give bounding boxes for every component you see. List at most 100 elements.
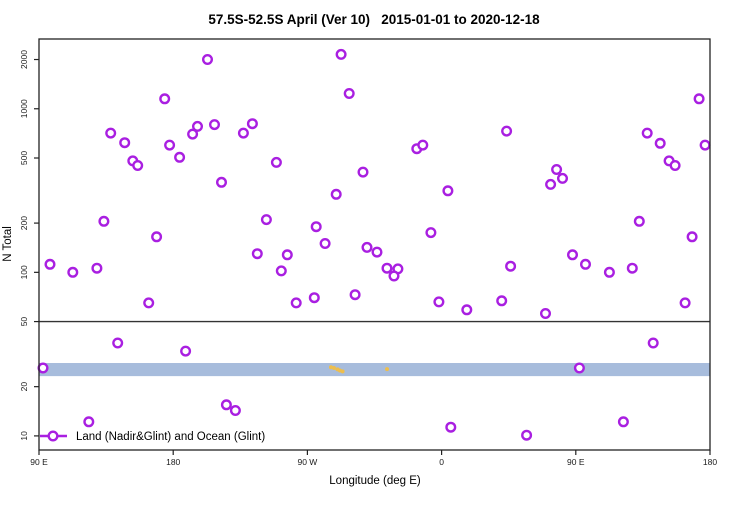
- data-point: [551, 163, 563, 175]
- data-point: [112, 337, 124, 349]
- data-point: [105, 127, 117, 139]
- highlight-band: [39, 363, 710, 377]
- data-point: [669, 159, 681, 171]
- data-point: [505, 260, 517, 272]
- data-point: [132, 159, 144, 171]
- data-point: [220, 399, 232, 411]
- data-point: [237, 127, 249, 139]
- data-point: [201, 54, 213, 66]
- data-point: [433, 296, 445, 308]
- data-point: [693, 93, 705, 105]
- legend: Land (Nadir&Glint) and Ocean (Glint): [40, 430, 265, 443]
- data-point: [335, 48, 347, 60]
- data-point: [270, 156, 282, 168]
- data-point: [545, 178, 557, 190]
- data-point: [98, 215, 110, 227]
- data-point: [417, 139, 429, 151]
- data-point: [381, 262, 393, 274]
- data-point: [319, 237, 331, 249]
- data-point: [699, 139, 711, 151]
- data-point: [540, 308, 552, 320]
- data-point: [281, 249, 293, 261]
- band-mark: [331, 366, 336, 371]
- data-point: [143, 297, 155, 309]
- y-tick-label: 20: [19, 382, 29, 392]
- data-point: [647, 337, 659, 349]
- data-point: [343, 87, 355, 99]
- y-tick-label: 2000: [19, 50, 29, 69]
- data-point: [496, 295, 508, 307]
- data-point: [260, 214, 272, 226]
- data-points: [37, 48, 711, 441]
- data-point: [617, 416, 629, 428]
- data-point: [308, 292, 320, 304]
- data-point: [164, 139, 176, 151]
- data-point: [557, 172, 569, 184]
- data-point: [567, 249, 579, 261]
- data-point: [215, 176, 227, 188]
- data-point: [371, 246, 383, 258]
- data-point: [357, 166, 369, 178]
- highlight-band-rect: [39, 363, 710, 377]
- x-tick-label: 180: [166, 457, 180, 467]
- y-tick-label: 1000: [19, 99, 29, 118]
- data-point: [633, 215, 645, 227]
- data-point: [159, 93, 171, 105]
- y-tick-label: 50: [19, 317, 29, 327]
- y-tick-label: 500: [19, 151, 29, 165]
- x-axis-title: Longitude (deg E): [329, 475, 421, 487]
- y-axis-title: N Total: [2, 226, 14, 262]
- data-point: [151, 231, 163, 243]
- data-point: [187, 128, 199, 140]
- data-point: [349, 289, 361, 301]
- data-point: [361, 241, 373, 253]
- data-point: [573, 362, 585, 374]
- data-point: [246, 118, 258, 130]
- band-marks: [328, 365, 390, 374]
- band-mark: [385, 367, 390, 372]
- data-point: [119, 137, 131, 149]
- data-point: [180, 345, 192, 357]
- y-tick-label: 100: [19, 265, 29, 279]
- x-tick-label: 0: [439, 457, 444, 467]
- data-point: [229, 405, 241, 417]
- y-axis: 10 20 50 100 200 500 1000 2000: [19, 50, 39, 441]
- y-tick-label: 200: [19, 216, 29, 230]
- data-point: [67, 266, 79, 278]
- band-mark: [340, 369, 345, 374]
- data-point: [580, 258, 592, 270]
- data-point: [442, 185, 454, 197]
- data-point: [290, 297, 302, 309]
- data-point: [330, 188, 342, 200]
- data-point: [679, 297, 691, 309]
- chart-title: 57.5S-52.5S April (Ver 10) 2015-01-01 to…: [208, 12, 540, 27]
- data-point: [686, 231, 698, 243]
- data-point: [251, 248, 263, 260]
- data-point: [521, 429, 533, 441]
- data-point: [445, 421, 457, 433]
- data-point: [603, 266, 615, 278]
- data-point: [461, 304, 473, 316]
- data-point: [275, 265, 287, 277]
- data-point: [654, 137, 666, 149]
- legend-marker-circle: [47, 430, 59, 442]
- x-axis: 90 E 180 90 W 0 90 E 180: [30, 450, 717, 467]
- data-point: [44, 258, 56, 270]
- data-point: [310, 221, 322, 233]
- data-point: [91, 262, 103, 274]
- x-tick-label: 90 E: [567, 457, 585, 467]
- data-point: [641, 127, 653, 139]
- data-point: [37, 362, 49, 374]
- x-tick-label: 90 E: [30, 457, 48, 467]
- data-point: [501, 125, 513, 137]
- data-point: [174, 151, 186, 163]
- x-tick-label: 180: [703, 457, 717, 467]
- data-point: [191, 120, 203, 132]
- data-point: [388, 270, 400, 282]
- y-tick-label: 10: [19, 431, 29, 441]
- x-tick-label: 90 W: [297, 457, 317, 467]
- data-point: [83, 416, 95, 428]
- data-point: [208, 119, 220, 131]
